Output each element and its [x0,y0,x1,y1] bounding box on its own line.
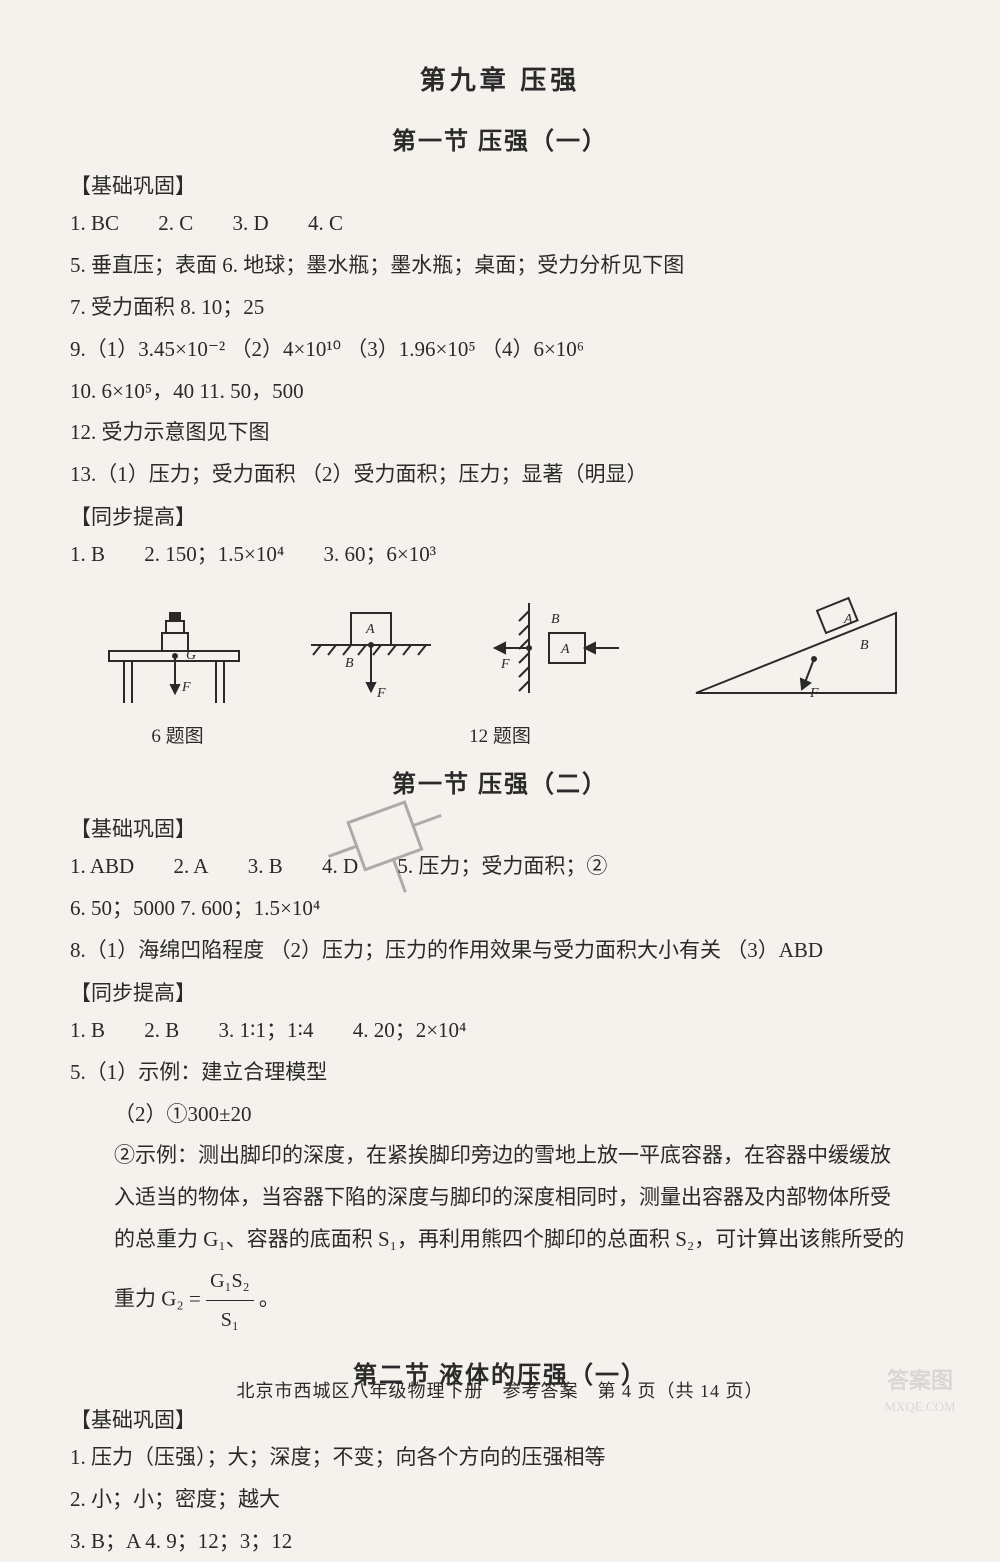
s2-basics-row1: 1. ABD 2. A 3. B 4. D 5. 压力；受力面积；② [70,847,930,887]
s1-b-9: 9.（1）3.45×10⁻² （2）4×10¹⁰ （3）1.96×10⁵ （4）… [70,330,930,370]
s3-b-3: 3. B；A 4. 9；12；3；12 [70,1522,930,1562]
s1-b-7: 7. 受力面积 8. 10；25 [70,288,930,328]
diagram-12b: A B F [489,593,639,713]
s2-i-1: 1. B [70,1011,105,1051]
diagram-12a: A B F [301,593,441,713]
s2-i-5c1: ②示例：测出脚印的深度，在紧挨脚印旁边的雪地上放一平底容器，在容器中缓缓放 [70,1136,930,1176]
label-f1: F [181,680,191,695]
s3-b-1: 1. 压力（压强）；大；深度；不变；向各个方向的压强相等 [70,1438,930,1478]
s1-b-4: 4. C [308,204,343,244]
s1-b-12: 12. 受力示意图见下图 [70,413,930,453]
s2-b-2: 2. A [173,847,208,887]
watermark-text2: MXQE.COM [884,1399,956,1414]
section1-improve-header: 【同步提高】 [70,501,930,531]
s1-b-2: 2. C [158,204,193,244]
diagram-label-6: 6 题图 [70,721,285,748]
label-g: G [186,648,196,663]
label-f3: F [500,657,510,672]
s1-i-2: 2. 150；1.5×10⁴ [144,535,284,575]
s1-improve-row1: 1. B 2. 150；1.5×10⁴ 3. 60；6×10³ [70,535,930,575]
s2-i-5a: 5.（1）示例：建立合理模型 [70,1053,930,1093]
s2-i-5c2: 入适当的物体，当容器下陷的深度与脚印的深度相同时，测量出容器及内部物体所受 [70,1178,930,1218]
s1-b-10: 10. 6×10⁵，40 11. 50，500 [70,372,930,412]
diagram-label-12: 12 题图 [285,721,715,748]
formula-suffix: 。 [259,1286,280,1310]
formula-fraction: G₁S₂ S₁ [206,1262,254,1339]
watermark-text1: 答案图 [887,1368,953,1393]
s2-i-5b: （2）①300±20 [70,1095,930,1135]
formula-prefix: 重力 G₂ = [114,1286,201,1310]
s2-i-5c4: 重力 G₂ = G₁S₂ S₁ 。 [70,1262,930,1339]
s2-b-1: 1. ABD [70,847,134,887]
section2-title: 第一节 压强（二） [70,764,930,799]
s2-b-8: 8.（1）海绵凹陷程度 （2）压力；压力的作用效果与受力面积大小有关 （3）AB… [70,931,930,971]
s2-i-2: 2. B [144,1011,179,1051]
diagram-12c: A B F [686,593,906,713]
section2-improve-header: 【同步提高】 [70,977,930,1007]
s3-b-2: 2. 小；小；密度；越大 [70,1480,930,1520]
label-b2: B [551,612,560,627]
s1-b-1: 1. BC [70,204,119,244]
s2-b-6: 6. 50；5000 7. 600；1.5×10⁴ [70,889,930,929]
label-a3: A [843,612,853,627]
s2-improve-row1: 1. B 2. B 3. 1∶1；1∶4 4. 20；2×10⁴ [70,1011,930,1051]
section3-basics-header: 【基础巩固】 [70,1404,930,1434]
s2-i-3: 3. 1∶1；1∶4 [219,1011,314,1051]
s1-basics-row1: 1. BC 2. C 3. D 4. C [70,204,930,244]
diagram-labels: 6 题图 12 题图 [70,721,930,748]
section1-basics-header: 【基础巩固】 [70,170,930,200]
frac-num: G₁S₂ [206,1262,254,1301]
s1-b-13: 13.（1）压力；受力面积 （2）受力面积；压力；显著（明显） [70,455,930,495]
section2-basics-header: 【基础巩固】 [70,813,930,843]
s2-i-5c3: 的总重力 G₁、容器的底面积 S₁，再利用熊四个脚印的总面积 S₂，可计算出该熊… [70,1220,930,1260]
s1-b-3: 3. D [233,204,269,244]
s1-i-3: 3. 60；6×10³ [323,535,436,575]
frac-den: S₁ [206,1301,254,1339]
s2-b-4: 4. D [322,847,358,887]
s1-i-1: 1. B [70,535,105,575]
label-f4: F [809,686,819,701]
label-f2: F [376,686,386,701]
s2-i-4: 4. 20；2×10⁴ [353,1011,467,1051]
label-b3: B [860,638,869,653]
label-a2: A [560,642,570,657]
page-footer: 北京市西城区八年级物理下册 参考答案 第 4 页（共 14 页） [0,1377,1000,1403]
s2-b-5: 5. 压力；受力面积；② [397,847,607,887]
s1-b-5: 5. 垂直压；表面 6. 地球；墨水瓶；墨水瓶；桌面；受力分析见下图 [70,246,930,286]
diagram-6: G F [94,593,254,713]
watermark: 答案图 MXQE.COM [860,1363,980,1423]
diagram-row: G F A B F [70,593,930,713]
section1-title: 第一节 压强（一） [70,121,930,156]
label-a1: A [365,622,375,637]
label-b1: B [345,656,354,671]
s2-b-3: 3. B [248,847,283,887]
chapter-title: 第九章 压强 [70,60,930,97]
